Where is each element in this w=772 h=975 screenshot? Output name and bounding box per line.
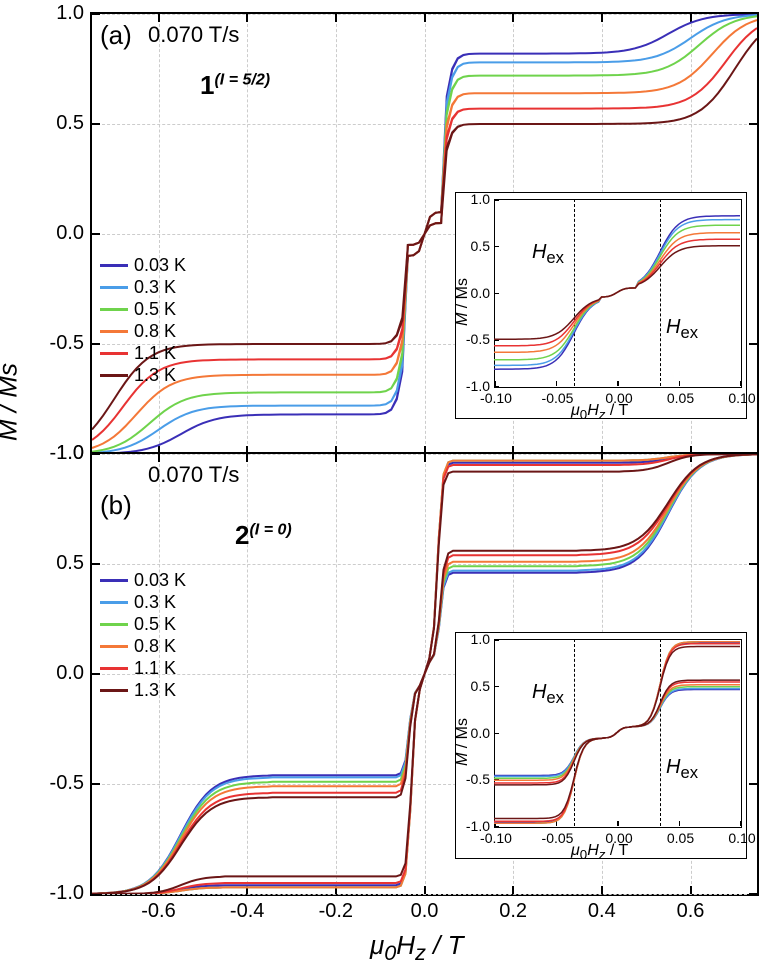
y-tick-label: 1.0 bbox=[34, 442, 84, 465]
legend-label: 0.5 K bbox=[134, 299, 176, 320]
legend-item: 0.5 K bbox=[100, 614, 186, 635]
legend-item: 1.1 K bbox=[100, 343, 186, 364]
legend-label: 0.03 K bbox=[134, 255, 186, 276]
legend-label: 1.3 K bbox=[134, 680, 176, 701]
y-tick-label: -1.0 bbox=[34, 882, 84, 905]
legend-item: 0.8 K bbox=[100, 636, 186, 657]
y-tick-label: 0.0 bbox=[34, 662, 84, 685]
x-tick-label: -0.2 bbox=[316, 900, 356, 923]
legend-item: 0.03 K bbox=[100, 255, 186, 276]
figure-container: M / Ms -1.0 -0.5 0.0 0.5 1.0 -1.0-0.50.00.51… bbox=[0, 0, 772, 975]
x-tick-label: 0.2 bbox=[493, 900, 533, 923]
legend-label: 0.5 K bbox=[134, 614, 176, 635]
legend-swatch bbox=[100, 645, 128, 648]
legend-label: 1.3 K bbox=[134, 365, 176, 386]
legend-label: 0.3 K bbox=[134, 277, 176, 298]
legend-label: 0.8 K bbox=[134, 636, 176, 657]
panel-a-sweep-rate: 0.070 T/s bbox=[148, 22, 239, 48]
x-tick-label: 0.0 bbox=[405, 900, 445, 923]
legend-item: 0.5 K bbox=[100, 299, 186, 320]
legend-swatch bbox=[100, 352, 128, 355]
x-tick-label: -0.4 bbox=[227, 900, 267, 923]
legend-item: 1.1 K bbox=[100, 658, 186, 679]
panel-a-legend: 0.03 K0.3 K0.5 K0.8 K1.1 K1.3 K bbox=[100, 255, 186, 387]
panel-b-compound: 2(I = 0) bbox=[235, 520, 292, 551]
legend-swatch bbox=[100, 286, 128, 289]
legend-swatch bbox=[100, 374, 128, 377]
x-axis-label: μ0Hz / T bbox=[370, 930, 463, 966]
legend-label: 1.1 K bbox=[134, 343, 176, 364]
panel-a-inset: -1.0-0.50.00.51.0-0.10-0.050.000.050.10M… bbox=[455, 192, 747, 419]
legend-item: 0.03 K bbox=[100, 570, 186, 591]
legend-swatch bbox=[100, 264, 128, 267]
panel-a-label: (a) bbox=[100, 20, 132, 51]
panel-b-legend: 0.03 K0.3 K0.5 K0.8 K1.1 K1.3 K bbox=[100, 570, 186, 702]
legend-item: 1.3 K bbox=[100, 680, 186, 701]
legend-item: 1.3 K bbox=[100, 365, 186, 386]
legend-item: 0.3 K bbox=[100, 277, 186, 298]
legend-swatch bbox=[100, 330, 128, 333]
y-tick-label: 0.5 bbox=[34, 552, 84, 575]
x-tick-label: -0.6 bbox=[139, 900, 179, 923]
legend-swatch bbox=[100, 579, 128, 582]
x-tick-label: 0.4 bbox=[582, 900, 622, 923]
legend-item: 0.8 K bbox=[100, 321, 186, 342]
panel-a-compound: 1(I = 5/2) bbox=[200, 70, 270, 101]
panel-b-label: (b) bbox=[100, 490, 132, 521]
legend-label: 0.8 K bbox=[134, 321, 176, 342]
panel-b-sweep-rate: 0.070 T/s bbox=[148, 462, 239, 488]
legend-swatch bbox=[100, 667, 128, 670]
y-tick-label: 0.0 bbox=[34, 222, 84, 245]
y-axis-label: M / Ms bbox=[0, 363, 24, 441]
panel-b-inset: -1.0-0.50.00.51.0-0.10-0.050.000.050.10M… bbox=[455, 632, 747, 859]
y-tick-label: -0.5 bbox=[34, 332, 84, 355]
y-tick-label: -0.5 bbox=[34, 772, 84, 795]
legend-label: 0.03 K bbox=[134, 570, 186, 591]
inset-curves bbox=[456, 633, 746, 858]
y-tick-label: 0.5 bbox=[34, 112, 84, 135]
legend-label: 0.3 K bbox=[134, 592, 176, 613]
legend-swatch bbox=[100, 308, 128, 311]
y-tick-label: 1.0 bbox=[34, 2, 84, 25]
x-tick-label: 0.6 bbox=[671, 900, 711, 923]
legend-swatch bbox=[100, 601, 128, 604]
legend-item: 0.3 K bbox=[100, 592, 186, 613]
legend-swatch bbox=[100, 689, 128, 692]
legend-label: 1.1 K bbox=[134, 658, 176, 679]
legend-swatch bbox=[100, 623, 128, 626]
inset-curves bbox=[456, 193, 746, 418]
